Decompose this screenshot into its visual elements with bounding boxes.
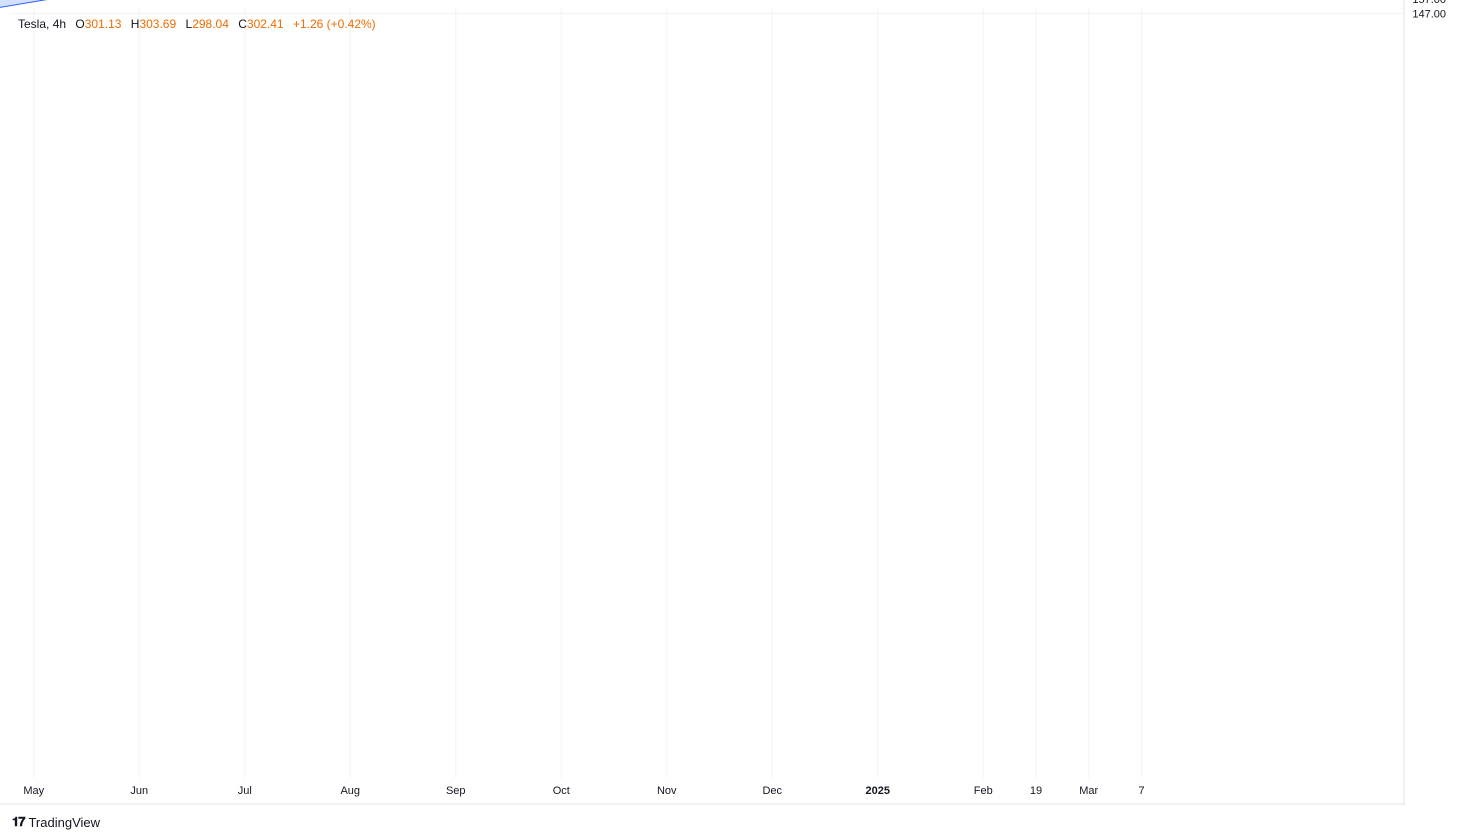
open-value: 301.13 xyxy=(85,17,122,31)
tradingview-brand[interactable]: 𝟏𝟕 TradingView xyxy=(12,814,100,830)
change-value: +1.26 (+0.42%) xyxy=(293,17,376,31)
x-tick-label: Nov xyxy=(657,785,677,797)
x-tick-label: Aug xyxy=(340,785,360,797)
x-tick-label: May xyxy=(23,785,44,797)
price-axis-bg xyxy=(1405,0,1468,805)
tradingview-logo-icon: 𝟏𝟕 xyxy=(12,814,24,830)
x-tick-label: 19 xyxy=(1030,785,1042,797)
x-tick-label: Jul xyxy=(238,785,252,797)
x-tick-label: Jun xyxy=(130,785,148,797)
close-value: 302.41 xyxy=(247,17,284,31)
x-tick-label: Feb xyxy=(974,785,993,797)
x-tick-label: Sep xyxy=(446,785,466,797)
x-tick-label: 7 xyxy=(1138,785,1144,797)
interval[interactable]: 4h xyxy=(53,17,66,31)
close-label: C xyxy=(238,17,247,31)
low-value: 298.04 xyxy=(192,17,229,31)
chart-canvas[interactable]: ABC 800.00750.00700.00650.00590.00550.00… xyxy=(0,0,1468,840)
x-tick-label: Mar xyxy=(1079,785,1098,797)
y-tick-label: 147.00 xyxy=(1412,8,1446,20)
x-tick-label: 2025 xyxy=(866,785,890,797)
y-tick-label: 157.00 xyxy=(1412,0,1446,6)
high-value: 303.69 xyxy=(139,17,176,31)
chart-frame: ABC 800.00750.00700.00650.00590.00550.00… xyxy=(0,0,1468,840)
symbol-name[interactable]: Tesla xyxy=(18,17,46,31)
brand-name: TradingView xyxy=(28,815,100,830)
x-tick-label: Dec xyxy=(762,785,782,797)
open-label: O xyxy=(75,17,84,31)
x-tick-label: Oct xyxy=(553,785,570,797)
symbol-legend: Tesla, 4h O301.13 H303.69 L298.04 C302.4… xyxy=(18,17,376,31)
